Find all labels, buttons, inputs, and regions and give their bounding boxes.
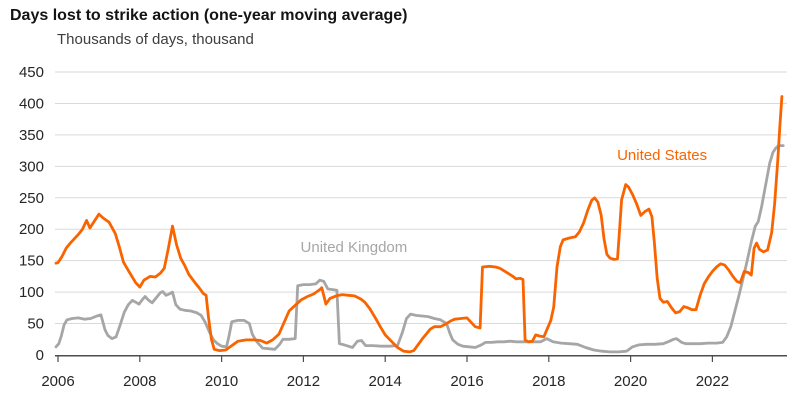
- series-label-united-states: United States: [617, 147, 707, 164]
- y-tick-label: 200: [19, 221, 44, 238]
- y-tick-label: 350: [19, 127, 44, 144]
- series-label-united-kingdom: United Kingdom: [301, 239, 408, 256]
- y-tick-label: 150: [19, 253, 44, 270]
- series-line-united-states: [54, 95, 784, 354]
- y-tick-label: 400: [19, 95, 44, 112]
- series-line-united-kingdom: [54, 144, 785, 354]
- x-tick-label: 2020: [614, 373, 647, 390]
- y-tick-label: 250: [19, 190, 44, 207]
- x-tick-label: 2010: [205, 373, 238, 390]
- x-tick-label: 2016: [450, 373, 483, 390]
- x-tick-label: 2006: [41, 373, 74, 390]
- x-tick-label: 2008: [123, 373, 156, 390]
- x-tick-label: 2012: [287, 373, 320, 390]
- y-tick-label: 0: [36, 347, 44, 364]
- y-tick-label: 300: [19, 158, 44, 175]
- page-title: Days lost to strike action (one-year mov…: [10, 7, 408, 24]
- x-tick-label: 2022: [696, 373, 729, 390]
- y-tick-label: 100: [19, 284, 44, 301]
- y-tick-label: 50: [27, 316, 44, 333]
- y-tick-label: 450: [19, 64, 44, 81]
- chart-subtitle: Thousands of days, thousand: [57, 31, 254, 48]
- x-tick-label: 2014: [369, 373, 402, 390]
- x-tick-label: 2018: [532, 373, 565, 390]
